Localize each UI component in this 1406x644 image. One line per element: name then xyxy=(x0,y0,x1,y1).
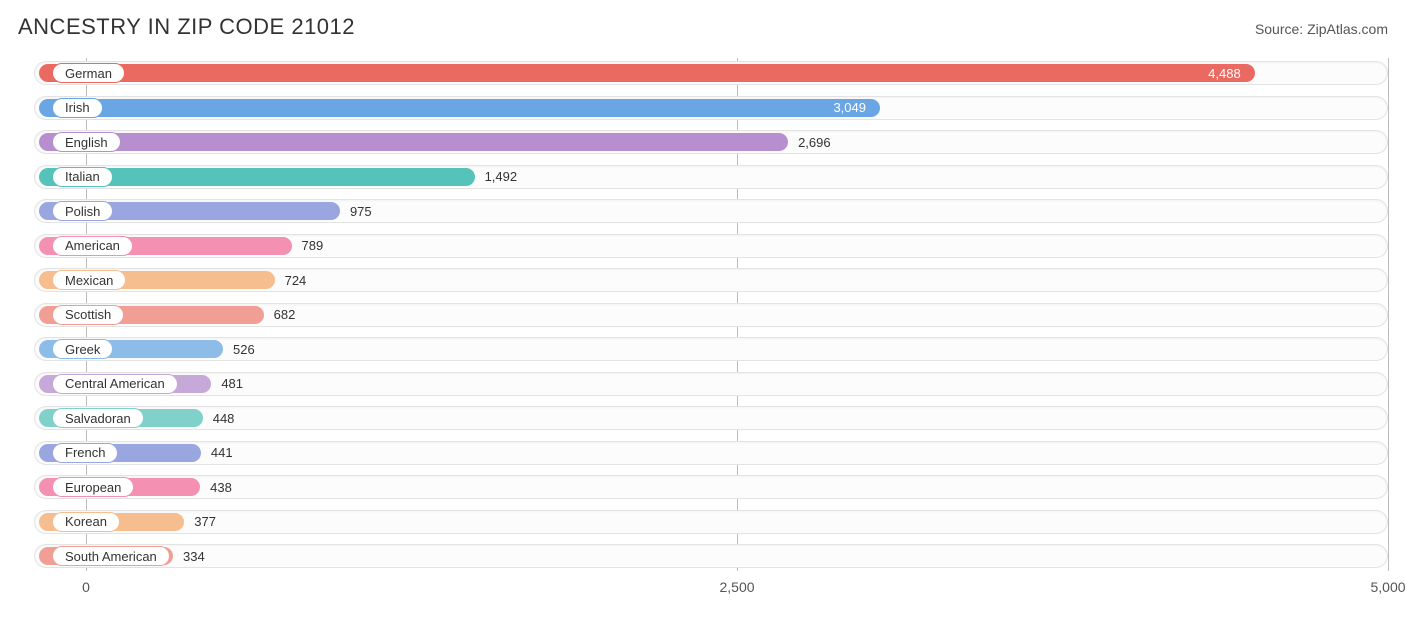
bar-label-pill: American xyxy=(52,236,133,256)
bar-value: 334 xyxy=(183,541,205,571)
chart-source: Source: ZipAtlas.com xyxy=(1255,21,1388,37)
chart: German 4,488 Irish 3,049 English 2,696 Italian… xyxy=(18,58,1388,601)
bar-value: 438 xyxy=(210,472,232,502)
bar-row: Irish 3,049 xyxy=(34,93,1388,123)
bar-track xyxy=(34,544,1388,568)
chart-title: ANCESTRY IN ZIP CODE 21012 xyxy=(18,14,355,40)
x-axis-tick: 2,500 xyxy=(720,579,755,595)
bar-label-pill: Greek xyxy=(52,339,113,359)
bar-track xyxy=(34,475,1388,499)
bar-value: 4,488 xyxy=(1208,58,1241,88)
bar-track xyxy=(34,441,1388,465)
plot-area: German 4,488 Irish 3,049 English 2,696 Italian… xyxy=(34,58,1388,571)
bar-value: 724 xyxy=(285,265,307,295)
bar-track xyxy=(34,510,1388,534)
bar-fill xyxy=(39,64,1255,82)
bar-value: 481 xyxy=(221,369,243,399)
bar-row: Salvadoran 448 xyxy=(34,403,1388,433)
bar-row: Scottish 682 xyxy=(34,300,1388,330)
bar-label-pill: English xyxy=(52,132,121,152)
bar-value: 1,492 xyxy=(485,162,518,192)
bar-value: 441 xyxy=(211,438,233,468)
bar-row: European 438 xyxy=(34,472,1388,502)
bar-value: 377 xyxy=(194,507,216,537)
gridline xyxy=(1388,58,1389,571)
bar-value: 3,049 xyxy=(833,93,866,123)
bar-label-pill: Italian xyxy=(52,167,113,187)
bar-label-pill: Salvadoran xyxy=(52,408,144,428)
bar-row: French 441 xyxy=(34,438,1388,468)
bar-value: 2,696 xyxy=(798,127,831,157)
bar-row: American 789 xyxy=(34,231,1388,261)
bar-label-pill: Scottish xyxy=(52,305,124,325)
bar-label-pill: Central American xyxy=(52,374,178,394)
chart-header: ANCESTRY IN ZIP CODE 21012 Source: ZipAt… xyxy=(18,14,1388,40)
bar-label-pill: German xyxy=(52,63,125,83)
bar-label-pill: South American xyxy=(52,546,170,566)
bar-value: 526 xyxy=(233,334,255,364)
bar-row: Mexican 724 xyxy=(34,265,1388,295)
bar-row: South American 334 xyxy=(34,541,1388,571)
bar-value: 975 xyxy=(350,196,372,226)
bar-value: 789 xyxy=(302,231,324,261)
bar-fill xyxy=(39,99,880,117)
bar-row: German 4,488 xyxy=(34,58,1388,88)
bar-row: Greek 526 xyxy=(34,334,1388,364)
bar-row: English 2,696 xyxy=(34,127,1388,157)
bar-label-pill: Polish xyxy=(52,201,113,221)
bar-value: 682 xyxy=(274,300,296,330)
bar-label-pill: European xyxy=(52,477,134,497)
bar-track xyxy=(34,406,1388,430)
bar-fill xyxy=(39,133,788,151)
x-axis: 02,5005,000 xyxy=(34,577,1388,601)
bar-label-pill: Korean xyxy=(52,512,120,532)
bar-row: Italian 1,492 xyxy=(34,162,1388,192)
x-axis-tick: 5,000 xyxy=(1370,579,1405,595)
bar-row: Korean 377 xyxy=(34,507,1388,537)
x-axis-tick: 0 xyxy=(82,579,90,595)
bar-label-pill: Irish xyxy=(52,98,103,118)
bar-row: Central American 481 xyxy=(34,369,1388,399)
bar-label-pill: French xyxy=(52,443,118,463)
bar-value: 448 xyxy=(213,403,235,433)
bar-label-pill: Mexican xyxy=(52,270,126,290)
bar-row: Polish 975 xyxy=(34,196,1388,226)
